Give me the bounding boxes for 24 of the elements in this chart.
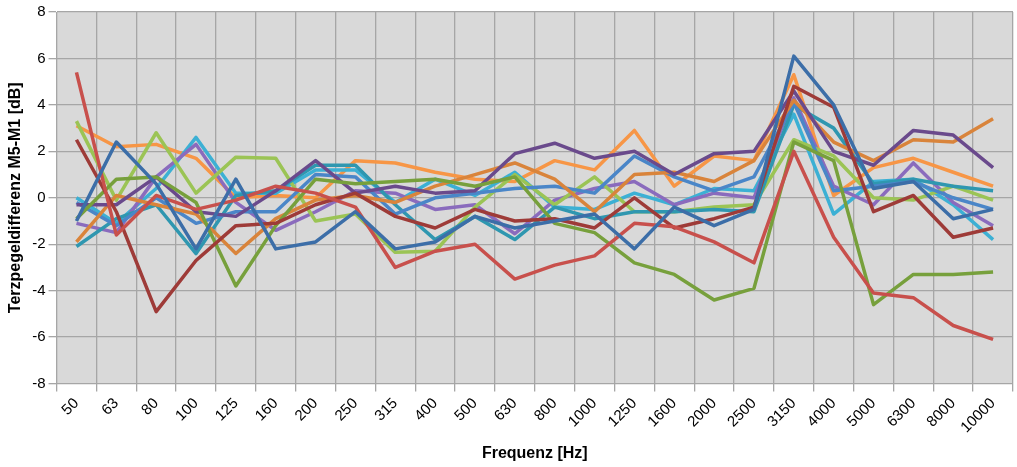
x-tick-label: 160 (251, 393, 281, 424)
y-tick-label: 4 (37, 95, 46, 113)
y-tick-label: 6 (37, 48, 46, 66)
y-tick-label: -8 (32, 373, 46, 391)
x-tick-label: 100 (171, 393, 202, 424)
x-tick-label: 200 (290, 393, 321, 424)
x-tick-label: 80 (137, 393, 162, 418)
x-tick-label: 125 (211, 393, 241, 424)
y-tick-label: 0 (37, 187, 46, 205)
x-tick-label: 500 (450, 393, 481, 424)
y-tick-label: -2 (32, 234, 46, 252)
y-tick-label: -6 (32, 327, 46, 345)
x-tick-label: 250 (330, 393, 361, 424)
x-tick-label: 630 (490, 393, 520, 424)
x-tick-label: 63 (97, 393, 122, 418)
x-tick-label: 50 (57, 393, 82, 418)
x-axis-title: Frequenz [Hz] (481, 443, 588, 461)
x-tick-label: 800 (530, 393, 560, 424)
y-axis-title: Terzpegeldifferenz M5-M1 [dB] (6, 82, 24, 314)
y-tick-label: 8 (37, 2, 46, 20)
y-tick-label: -4 (32, 280, 46, 298)
y-tick-label: 2 (37, 141, 46, 159)
x-tick-label: 315 (370, 393, 401, 424)
x-tick-label: 400 (410, 393, 441, 424)
